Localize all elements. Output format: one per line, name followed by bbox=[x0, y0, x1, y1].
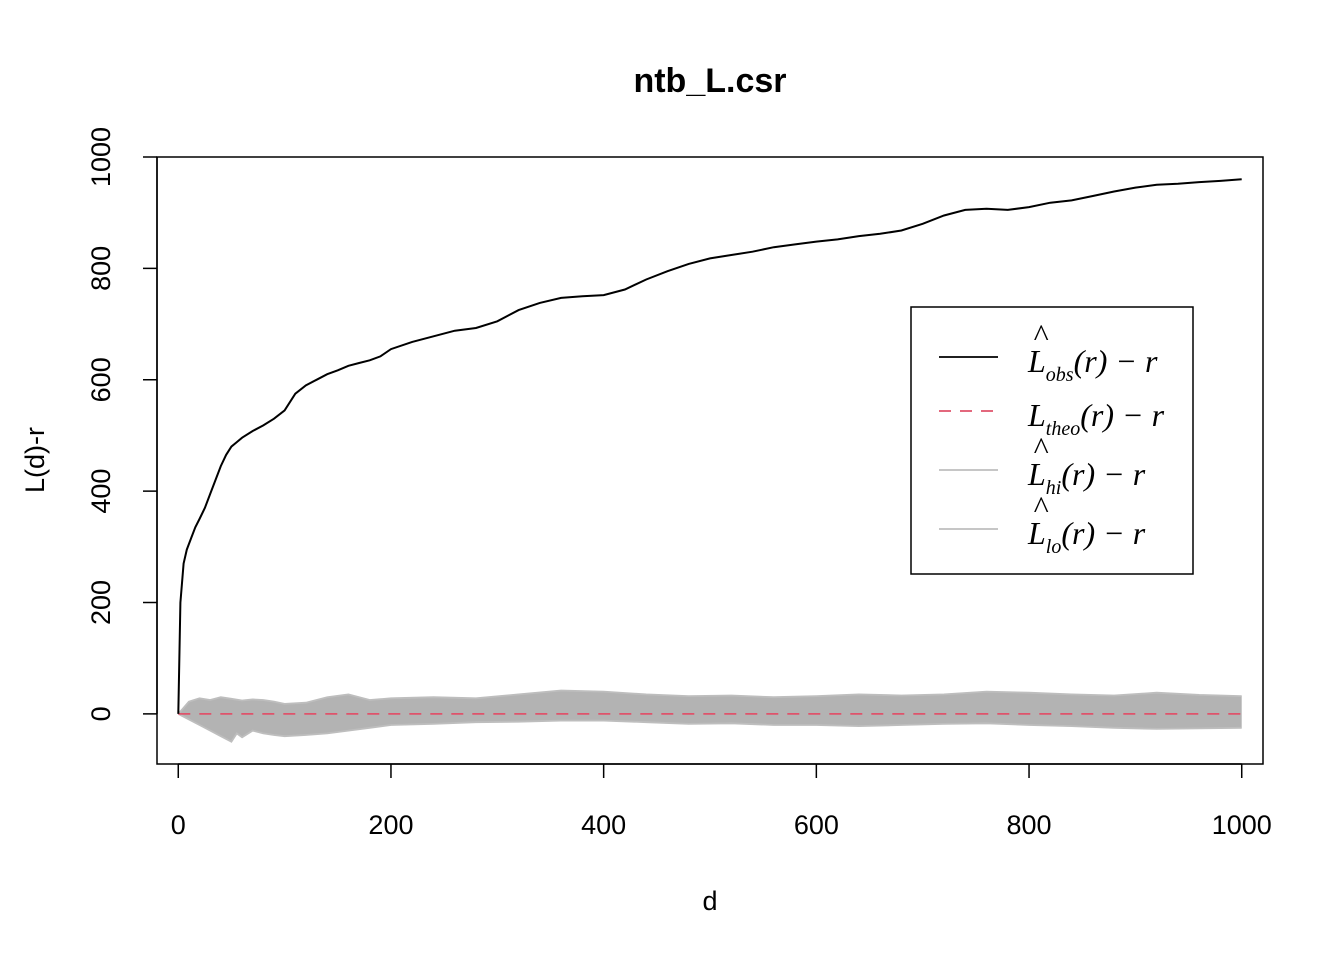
x-tick-label: 600 bbox=[794, 810, 839, 840]
y-tick-label: 400 bbox=[86, 469, 116, 514]
y-axis-label: L(d)-r bbox=[20, 427, 50, 493]
legend-item-lo: Llo(r) − r^ bbox=[939, 489, 1146, 558]
legend-label: Lhi(r) − r bbox=[1027, 456, 1146, 499]
series-line-hi bbox=[177, 689, 1242, 715]
series-line-lo bbox=[177, 713, 1242, 743]
y-tick-label: 800 bbox=[86, 246, 116, 291]
legend-label: Lobs(r) − r bbox=[1027, 343, 1158, 386]
x-tick-label: 400 bbox=[581, 810, 626, 840]
y-tick-label: 200 bbox=[86, 580, 116, 625]
y-tick-label: 600 bbox=[86, 357, 116, 402]
legend-label: Ltheo(r) − r bbox=[1027, 397, 1165, 440]
y-tick-label: 0 bbox=[86, 706, 116, 721]
legend-item-theo: Ltheo(r) − r bbox=[939, 397, 1165, 440]
chart-title: ntb_L.csr bbox=[633, 62, 786, 100]
x-axis: 0 200 400 600 800 1000 bbox=[171, 763, 1272, 840]
x-tick-label: 200 bbox=[368, 810, 413, 840]
x-tick-label: 800 bbox=[1007, 810, 1052, 840]
legend-hat: ^ bbox=[1033, 430, 1049, 466]
legend-hat: ^ bbox=[1033, 317, 1049, 353]
envelope-band bbox=[178, 690, 1242, 742]
legend-hat: ^ bbox=[1033, 489, 1049, 525]
x-axis-label: d bbox=[702, 886, 717, 916]
series-line-obs bbox=[177, 178, 1242, 714]
plot-area bbox=[177, 178, 1242, 743]
y-axis: 0 200 400 600 800 1000 bbox=[86, 127, 158, 721]
x-tick-label: 0 bbox=[171, 810, 186, 840]
legend-label: Llo(r) − r bbox=[1027, 515, 1146, 558]
x-tick-label: 1000 bbox=[1212, 810, 1272, 840]
legend-item-hi: Lhi(r) − r^ bbox=[939, 430, 1146, 499]
y-tick-label: 1000 bbox=[86, 127, 116, 187]
legend-item-obs: Lobs(r) − r^ bbox=[939, 317, 1158, 386]
